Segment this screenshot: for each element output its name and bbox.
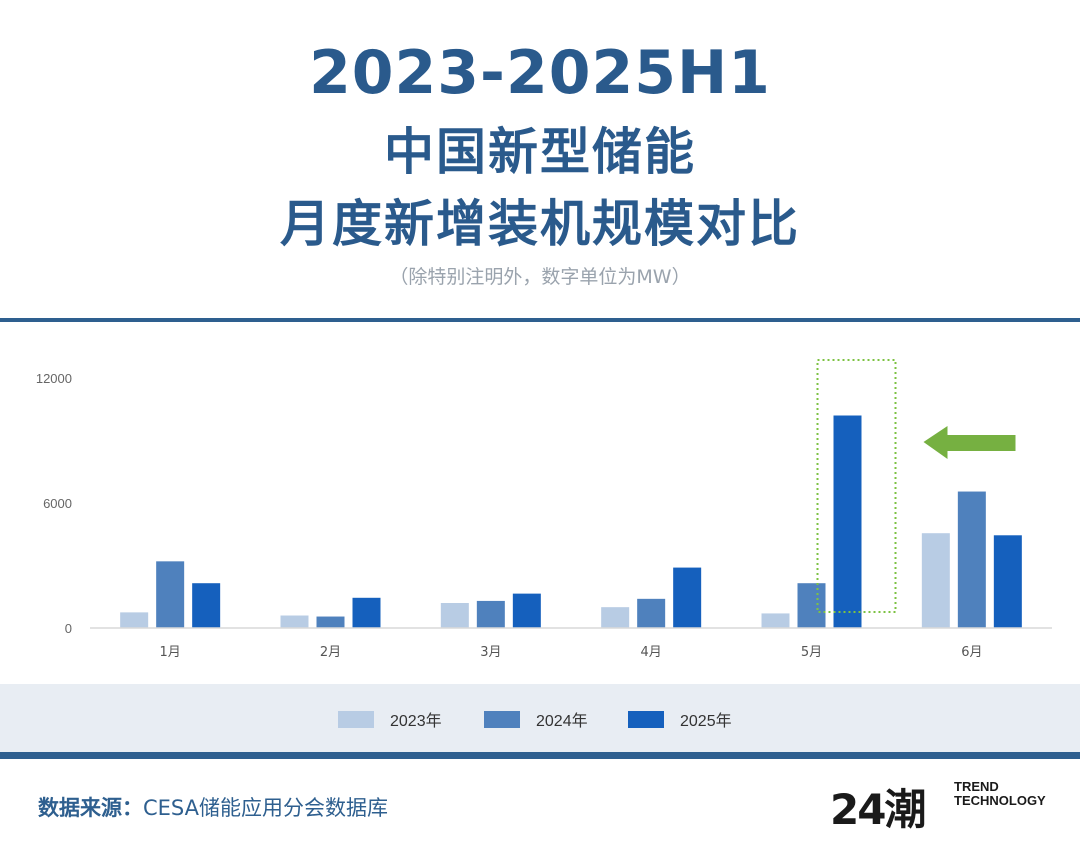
bar: [192, 583, 221, 628]
bar: [280, 615, 309, 628]
highlight-annotation: [816, 359, 1016, 613]
bar: [921, 533, 950, 628]
title-line-2: 中国新型储能: [384, 123, 696, 181]
legend-item-2023: 2023年: [338, 709, 442, 730]
bar: [637, 598, 666, 628]
bar: [673, 567, 702, 628]
y-tick-label: 6000: [43, 496, 72, 511]
title-line-3: 月度新增装机规模对比: [280, 195, 800, 253]
x-tick-label: 5月: [801, 645, 822, 660]
x-tick-label: 4月: [641, 645, 662, 660]
bar: [601, 607, 630, 628]
legend-swatch-2023: [338, 710, 374, 728]
legend-label-2023: 2023年: [390, 713, 442, 730]
brand-en-line-1: TREND: [954, 779, 999, 794]
x-tick-label: 1月: [160, 645, 181, 660]
bar: [797, 583, 826, 628]
bar: [761, 613, 790, 628]
bar: [957, 491, 986, 628]
legend-label-2025: 2025年: [680, 713, 732, 730]
top-divider: [0, 318, 1080, 322]
bar: [120, 612, 149, 628]
x-tick-label: 6月: [961, 645, 982, 660]
legend-item-2024: 2024年: [484, 709, 588, 730]
bottom-divider: [0, 752, 1080, 759]
y-tick-label: 0: [65, 621, 72, 636]
bar: [352, 597, 381, 628]
legend: 2023年 2024年 2025年: [0, 684, 1080, 752]
data-source: 数据来源：CESA储能应用分会数据库: [38, 792, 388, 822]
legend-label-2024: 2024年: [536, 713, 588, 730]
brand-logo: 24潮 TREND TECHNOLOGY: [830, 776, 1060, 836]
bar: [512, 593, 541, 628]
data-source-label: 数据来源：: [38, 796, 143, 820]
title-line-1: 2023-2025H1: [309, 38, 771, 108]
legend-item-2025: 2025年: [628, 709, 732, 730]
bars-group: [120, 415, 1022, 628]
legend-swatch-2024: [484, 710, 520, 728]
bar: [156, 561, 185, 628]
bar: [993, 535, 1022, 628]
legend-swatch-2025: [628, 710, 664, 728]
x-tick-label: 3月: [480, 645, 501, 660]
bar: [440, 603, 469, 628]
bar: [833, 415, 862, 628]
bar-chart: 0 6000 12000 1月 2月 3月 4月 5月 6月: [36, 359, 1052, 660]
x-tick-label: 2月: [320, 645, 341, 660]
x-axis: 1月 2月 3月 4月 5月 6月: [90, 627, 1052, 660]
bar: [476, 600, 505, 628]
brand-mark: 24潮: [830, 785, 926, 834]
y-tick-label: 12000: [36, 371, 72, 386]
y-axis: 0 6000 12000: [36, 371, 72, 636]
unit-note: （除特别注明外，数字单位为MW）: [389, 266, 691, 288]
bar: [316, 616, 345, 628]
data-source-text: CESA储能应用分会数据库: [143, 796, 389, 820]
brand-english: TREND TECHNOLOGY: [954, 780, 1046, 808]
brand-en-line-2: TECHNOLOGY: [954, 793, 1046, 808]
left-arrow-icon: [923, 426, 1016, 459]
